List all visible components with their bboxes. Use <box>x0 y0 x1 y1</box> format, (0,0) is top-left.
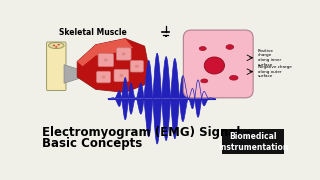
Ellipse shape <box>122 52 126 55</box>
Text: Biomedical
Instrumentation: Biomedical Instrumentation <box>218 132 288 152</box>
Ellipse shape <box>204 57 224 74</box>
Ellipse shape <box>53 45 55 46</box>
Polygon shape <box>77 39 148 93</box>
Ellipse shape <box>201 79 208 83</box>
Ellipse shape <box>57 44 60 46</box>
Ellipse shape <box>55 46 57 48</box>
FancyBboxPatch shape <box>183 30 253 98</box>
Ellipse shape <box>104 58 108 62</box>
Text: Negative charge
along outer
surface: Negative charge along outer surface <box>258 65 292 78</box>
FancyBboxPatch shape <box>130 60 143 72</box>
FancyBboxPatch shape <box>97 71 110 83</box>
Ellipse shape <box>135 65 139 68</box>
FancyBboxPatch shape <box>116 48 131 60</box>
FancyBboxPatch shape <box>47 42 66 91</box>
Text: Skeletal Muscle: Skeletal Muscle <box>59 28 127 37</box>
Ellipse shape <box>226 45 234 49</box>
Text: Electromyogram (EMG) Signal -: Electromyogram (EMG) Signal - <box>42 126 250 139</box>
Bar <box>222 129 284 154</box>
FancyBboxPatch shape <box>114 69 129 82</box>
FancyBboxPatch shape <box>98 54 114 67</box>
Ellipse shape <box>102 75 106 79</box>
Ellipse shape <box>119 74 123 77</box>
Polygon shape <box>77 39 133 66</box>
Ellipse shape <box>199 47 206 50</box>
Ellipse shape <box>49 42 64 49</box>
Polygon shape <box>64 65 79 83</box>
Text: Positive
charge
along inner
surface: Positive charge along inner surface <box>258 49 281 67</box>
Text: Basic Concepts: Basic Concepts <box>42 137 143 150</box>
Ellipse shape <box>229 75 238 80</box>
